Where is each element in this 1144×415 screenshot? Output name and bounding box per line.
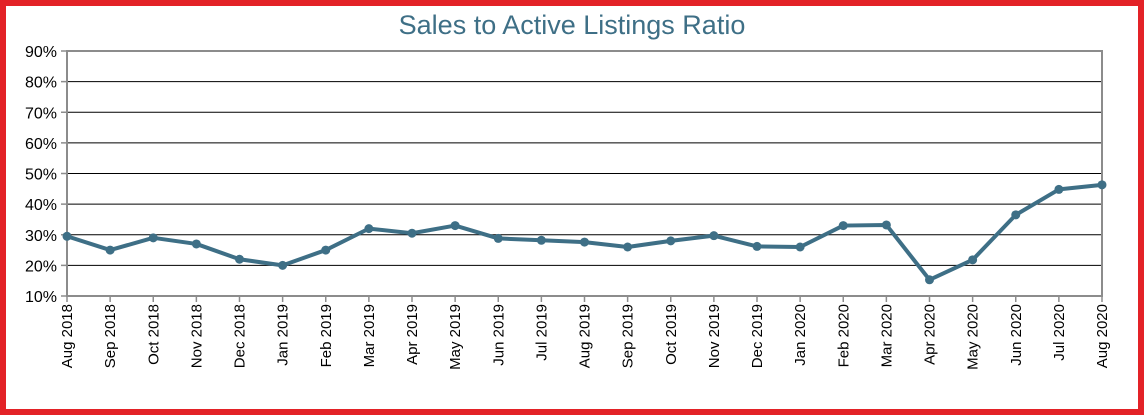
data-point [580,237,589,247]
x-tick-label: Jan 2020 [792,304,809,366]
data-point [623,242,633,252]
x-tick-label: Dec 2018 [232,304,249,368]
x-tick-label: May 2019 [447,304,464,370]
y-tick-label: 20% [25,258,57,275]
grid-lines [67,81,1102,266]
data-point [536,235,546,245]
x-tick-label: Mar 2020 [878,304,895,367]
x-tick-label: Nov 2019 [706,304,723,368]
data-point [148,233,158,243]
data-point [62,231,72,241]
y-tick-label: 90% [25,44,57,61]
x-tick-label: May 2020 [965,304,982,370]
data-point [968,255,978,265]
data-point [1011,210,1021,220]
data-point [1054,184,1064,194]
data-point [1097,180,1107,190]
y-tick-label: 80% [25,75,57,92]
data-point [752,241,762,251]
data-point [364,224,374,234]
y-axis-ticks: 10% 20% 30% 40% 50% 60% 70% 80% 90% [25,44,67,306]
data-point [709,231,719,241]
x-tick-label: Oct 2019 [663,304,680,365]
x-tick-label: Feb 2019 [318,304,335,367]
x-tick-label: Dec 2019 [749,304,766,368]
x-tick-label: Sep 2018 [102,304,119,368]
x-tick-label: Apr 2020 [922,304,939,365]
data-point [278,260,288,270]
data-point [925,275,934,285]
x-tick-label: Aug 2020 [1094,304,1111,368]
data-point [795,242,805,252]
x-tick-label: Jun 2019 [490,304,507,366]
data-point [838,221,848,231]
x-axis-ticks: Aug 2018 Sep 2018 Oct 2018 Nov 2018 Dec 2018… [59,296,1111,370]
x-tick-label: Jul 2020 [1051,304,1068,361]
data-point [105,245,115,255]
y-tick-label: 10% [25,289,57,306]
chart-title: Sales to Active Listings Ratio [398,10,746,40]
y-tick-label: 70% [25,105,57,122]
y-tick-label: 60% [25,136,57,153]
x-tick-label: Oct 2018 [145,304,162,365]
x-tick-label: Aug 2019 [577,304,594,368]
data-point [407,228,417,238]
x-tick-label: Mar 2019 [361,304,378,367]
data-point [493,233,503,243]
data-point [450,221,460,231]
x-tick-label: Apr 2019 [404,304,421,365]
y-tick-label: 40% [25,197,57,214]
x-tick-label: Nov 2018 [188,304,205,368]
x-tick-label: Jan 2019 [275,304,292,366]
x-tick-label: Jun 2020 [1008,304,1025,366]
series-layer [62,180,1107,285]
y-tick-label: 30% [25,228,57,245]
data-point [321,245,331,255]
y-tick-label: 50% [25,167,57,184]
data-point [666,236,676,246]
x-tick-label: Feb 2020 [835,304,852,367]
x-tick-label: Aug 2018 [59,304,76,368]
data-point [235,254,244,264]
data-point [191,239,201,249]
x-tick-label: Jul 2019 [533,304,550,361]
data-point [881,220,891,230]
x-tick-label: Sep 2019 [620,304,637,368]
